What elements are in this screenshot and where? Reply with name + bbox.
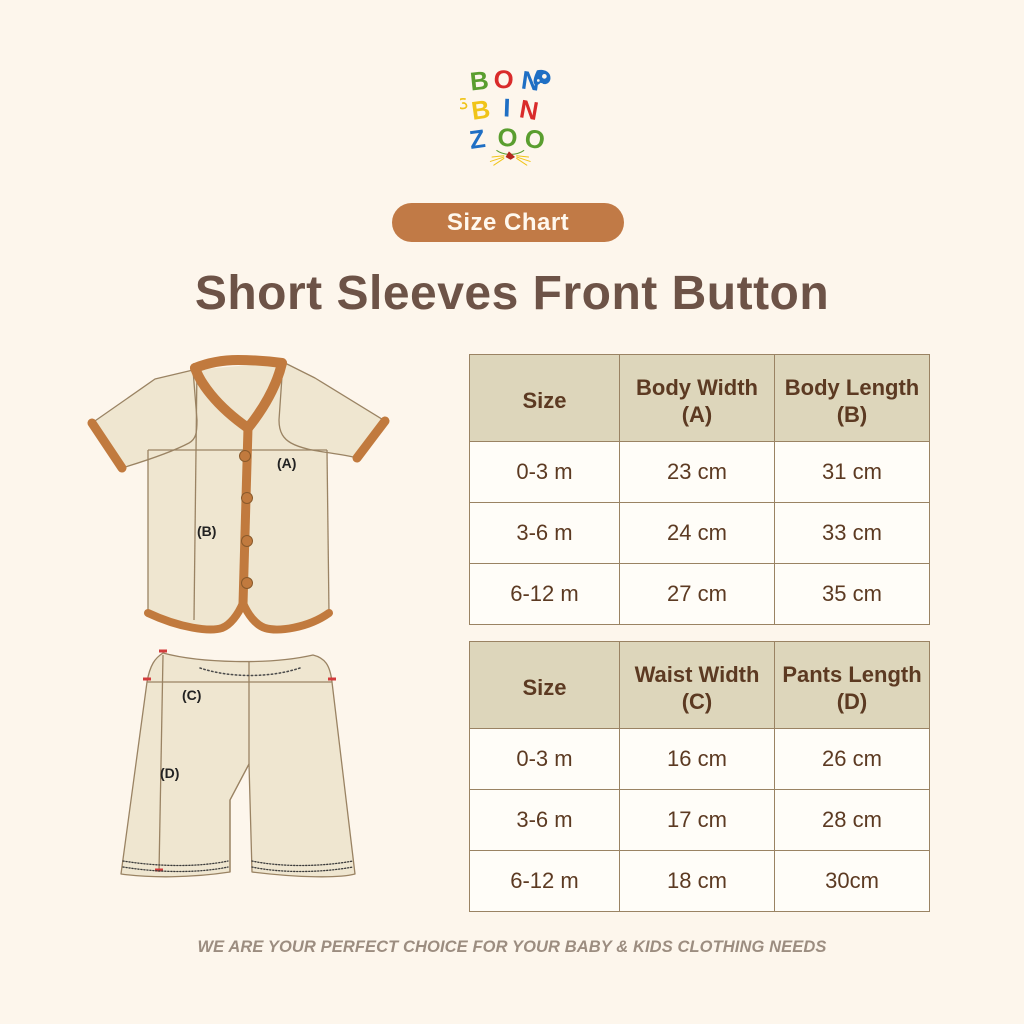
svg-text:(D): (D): [160, 765, 179, 781]
svg-text:(A): (A): [277, 455, 296, 471]
svg-text:(C): (C): [182, 687, 201, 703]
svg-text:(B): (B): [197, 523, 216, 539]
